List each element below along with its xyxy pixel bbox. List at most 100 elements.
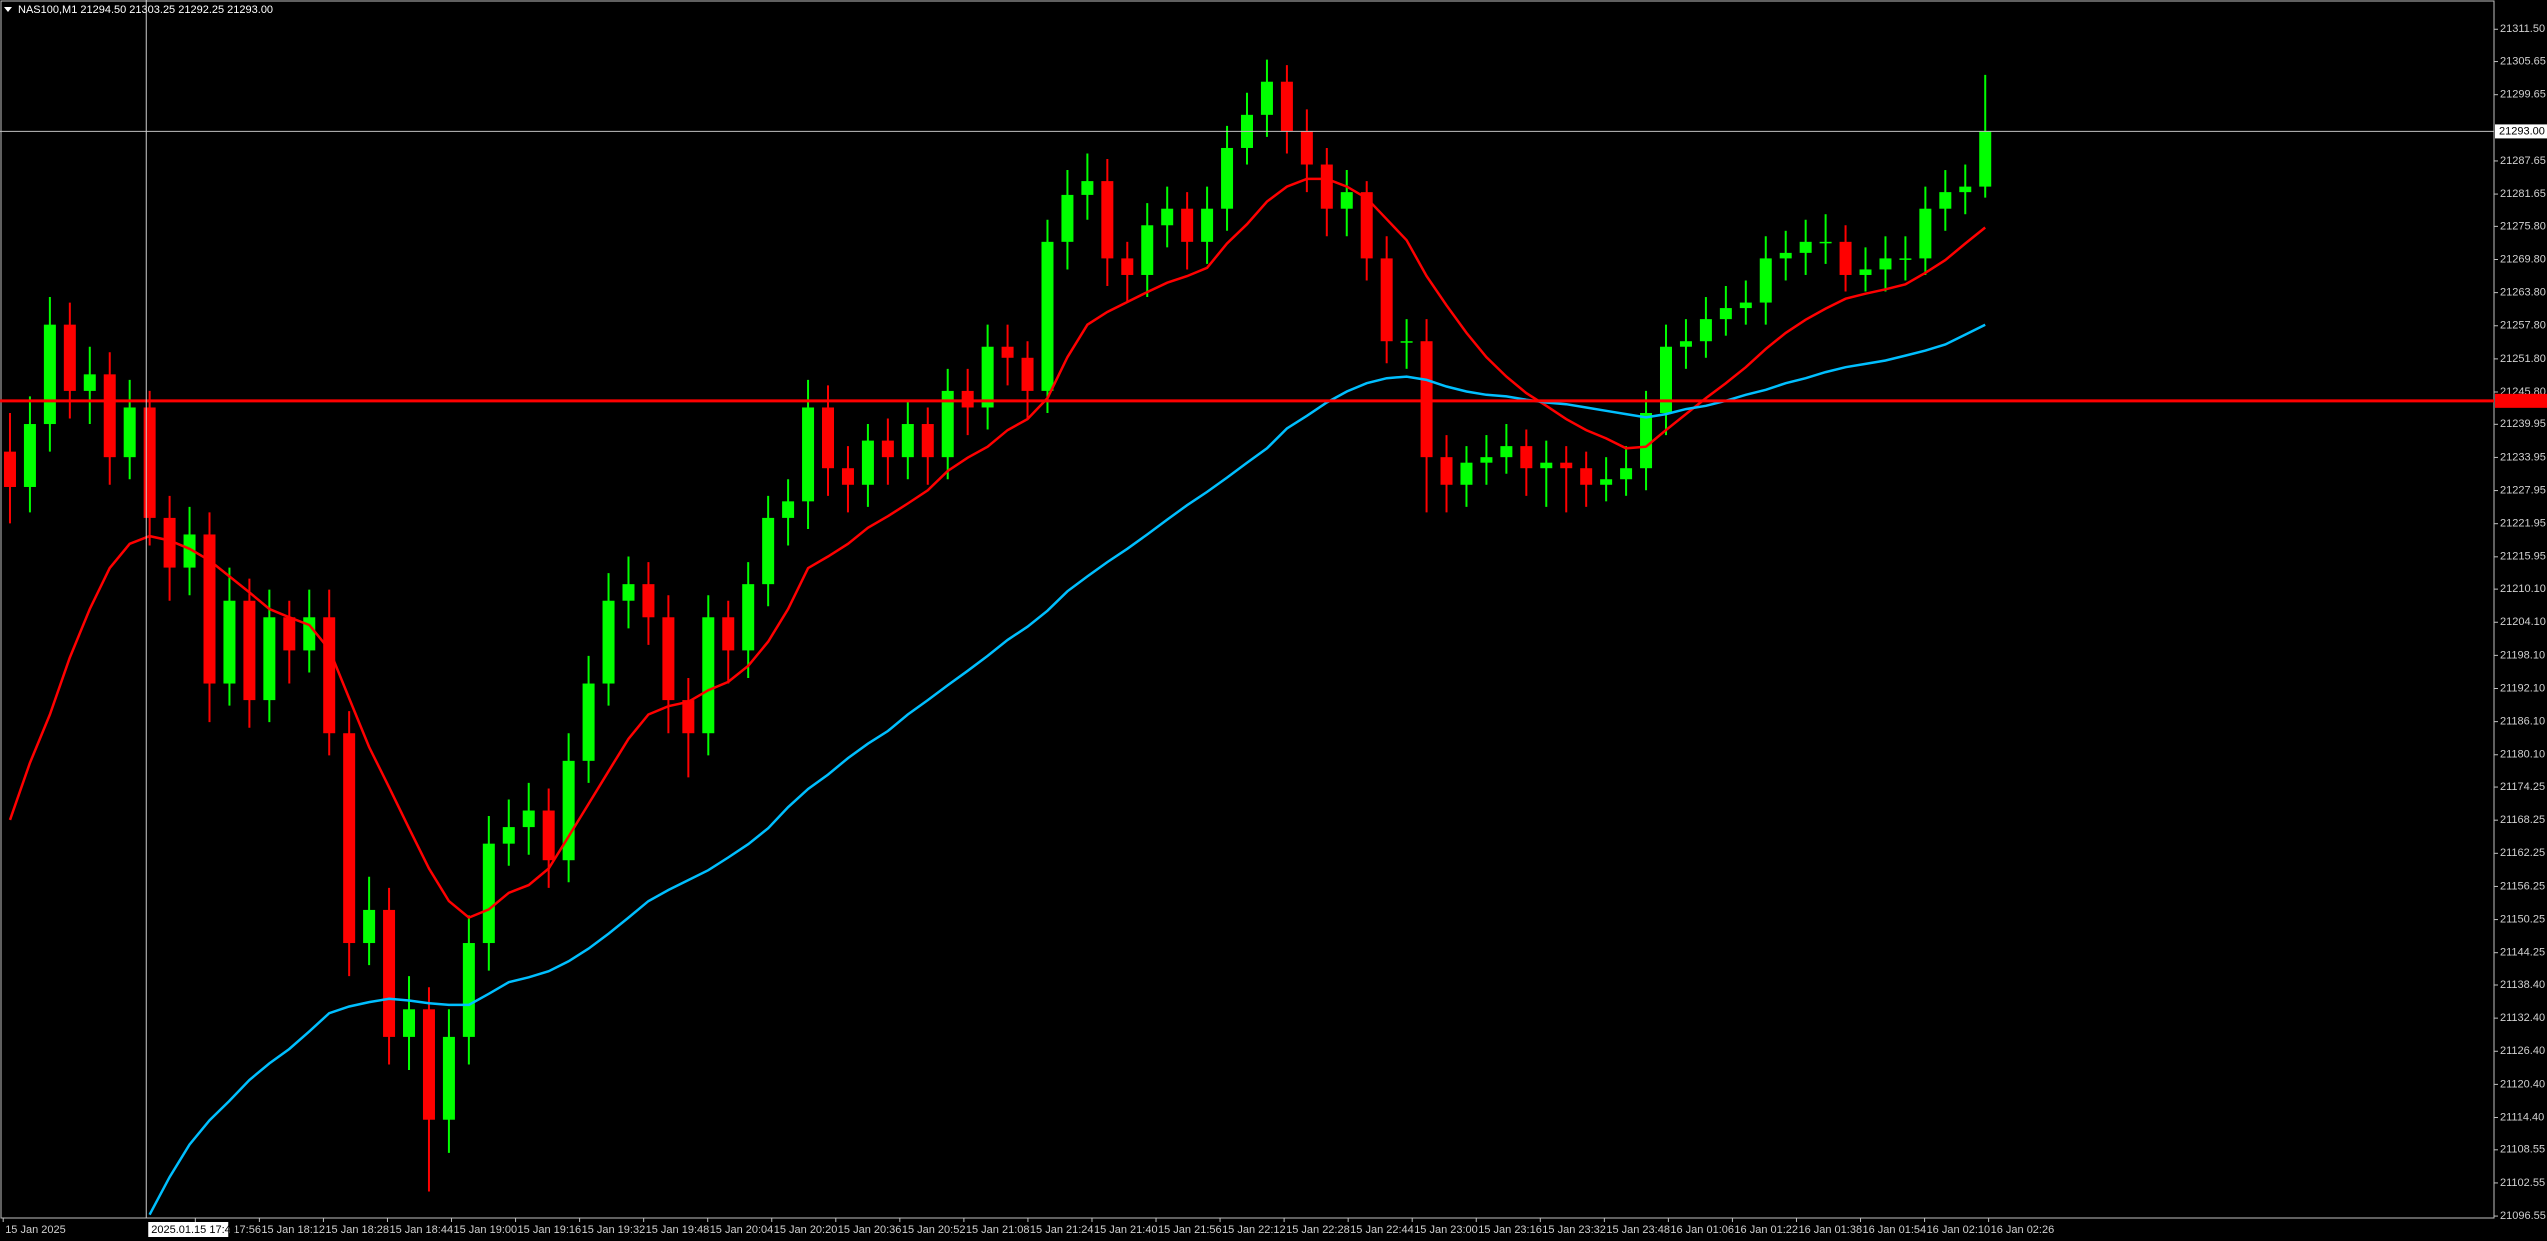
x-tick-label: 15 Jan 19:16 bbox=[518, 1224, 582, 1236]
candle-body bbox=[1779, 252, 1792, 259]
y-tick-label: 21210.10 bbox=[2500, 583, 2546, 595]
candle-body bbox=[1979, 131, 1992, 187]
candle-body bbox=[422, 1009, 435, 1120]
x-tick-label: 15 Jan 21:24 bbox=[1030, 1224, 1094, 1236]
candle-body bbox=[163, 517, 176, 568]
candle-body bbox=[243, 600, 256, 701]
x-tick-label: 16 Jan 01:06 bbox=[1670, 1224, 1734, 1236]
candle-body bbox=[83, 374, 96, 391]
y-tick-label: 21156.25 bbox=[2500, 880, 2545, 892]
x-tick-label: 16 Jan 02:10 bbox=[1927, 1224, 1991, 1236]
y-tick-label: 21299.65 bbox=[2500, 89, 2546, 101]
candle-body bbox=[1659, 346, 1672, 413]
x-tick-label: 16 Jan 01:54 bbox=[1863, 1224, 1927, 1236]
candle-body bbox=[901, 424, 914, 458]
x-tick-label: 15 Jan 23:16 bbox=[1478, 1224, 1542, 1236]
candle-body bbox=[582, 683, 595, 761]
candle-body bbox=[1201, 208, 1214, 242]
y-tick-label: 21305.65 bbox=[2500, 55, 2546, 67]
candle-body bbox=[522, 810, 535, 828]
x-tick-label: 15 Jan 22:44 bbox=[1350, 1224, 1414, 1236]
candle-body bbox=[1320, 164, 1333, 209]
x-tick-label: 15 Jan 18:28 bbox=[325, 1224, 389, 1236]
candle-body bbox=[762, 517, 775, 585]
x-tick-label: 16 Jan 01:22 bbox=[1734, 1224, 1798, 1236]
ma-line bbox=[8, 177, 1986, 920]
y-tick-label: 21132.40 bbox=[2500, 1012, 2545, 1024]
candle-body bbox=[203, 534, 216, 684]
candle-body bbox=[1560, 462, 1573, 469]
y-tick-label: 21186.10 bbox=[2500, 716, 2545, 728]
candle-body bbox=[861, 440, 874, 485]
candle-body bbox=[1620, 468, 1633, 480]
candle-body bbox=[602, 600, 615, 684]
candle-body bbox=[1380, 258, 1393, 342]
candle-body bbox=[1480, 457, 1493, 463]
x-tick-label: 15 Jan 22:12 bbox=[1222, 1224, 1286, 1236]
candle-body bbox=[303, 617, 316, 651]
candle-body bbox=[1001, 346, 1014, 358]
candle-body bbox=[622, 584, 635, 601]
candle-body bbox=[1460, 462, 1473, 485]
candle-body bbox=[1919, 208, 1932, 259]
y-tick-label: 21174.25 bbox=[2500, 781, 2545, 793]
candle-body bbox=[802, 407, 815, 502]
candle-body bbox=[1739, 302, 1752, 309]
candle-body bbox=[1081, 181, 1094, 195]
candle-body bbox=[403, 1009, 416, 1037]
y-tick-label: 21311.50 bbox=[2500, 23, 2545, 35]
x-tick-label: 16 Jan 02:26 bbox=[1991, 1224, 2055, 1236]
candle-body bbox=[263, 617, 276, 701]
candle-body bbox=[1540, 462, 1553, 469]
y-tick-label: 21108.55 bbox=[2500, 1144, 2545, 1156]
candle-body bbox=[1580, 468, 1593, 485]
y-tick-label: 21198.10 bbox=[2500, 649, 2545, 661]
x-tick-label: 15 Jan 20:36 bbox=[838, 1224, 902, 1236]
candle-body bbox=[1420, 341, 1433, 458]
y-tick-label: 21096.55 bbox=[2500, 1210, 2546, 1222]
y-tick-label: 21138.40 bbox=[2500, 979, 2545, 991]
x-tick-label: 15 Jan 19:32 bbox=[582, 1224, 646, 1236]
x-tick-label: 15 Jan 19:00 bbox=[454, 1224, 518, 1236]
x-tick-label: 15 Jan 18:44 bbox=[389, 1224, 453, 1236]
y-tick-label: 21257.80 bbox=[2500, 320, 2546, 332]
horizontal-line-tag bbox=[2495, 393, 2547, 408]
candle-body bbox=[1221, 147, 1234, 209]
candle-body bbox=[1959, 186, 1972, 193]
candle-body bbox=[223, 600, 236, 684]
y-tick-label: 21221.95 bbox=[2500, 518, 2546, 530]
y-tick-label: 21102.55 bbox=[2500, 1177, 2545, 1189]
candle-body bbox=[1600, 479, 1613, 485]
chart-title: NAS100,M1 21294.50 21303.25 21292.25 212… bbox=[18, 4, 273, 16]
x-tick-label: 15 Jan 22:28 bbox=[1286, 1224, 1350, 1236]
y-tick-label: 21162.25 bbox=[2500, 847, 2545, 859]
candle-body bbox=[921, 424, 934, 458]
y-tick-label: 21263.80 bbox=[2500, 287, 2546, 299]
y-tick-label: 21281.65 bbox=[2500, 188, 2546, 200]
candle-body bbox=[23, 424, 36, 487]
candle-body bbox=[1181, 208, 1194, 242]
candle-body bbox=[1899, 258, 1912, 260]
candle-body bbox=[462, 943, 475, 1037]
candle-body bbox=[881, 440, 894, 458]
y-tick-label: 21287.65 bbox=[2500, 155, 2546, 167]
candle-body bbox=[1440, 457, 1453, 485]
candle-body bbox=[1360, 192, 1373, 259]
candle-body bbox=[1839, 241, 1852, 275]
x-tick-label: 15 Jan 20:20 bbox=[774, 1224, 838, 1236]
candle-body bbox=[682, 700, 695, 734]
candle-body bbox=[1021, 357, 1034, 391]
x-tick-label: 15 Jan 20:04 bbox=[710, 1224, 774, 1236]
candle-body bbox=[502, 827, 515, 844]
candle-body bbox=[1939, 192, 1952, 209]
menu-triangle[interactable] bbox=[4, 7, 12, 12]
candle-body bbox=[1400, 341, 1413, 343]
candle-body bbox=[722, 617, 735, 651]
candle-body bbox=[1719, 308, 1732, 320]
x-tick-label: 15 Jan 19:48 bbox=[646, 1224, 710, 1236]
x-tick-label: 15 Jan 21:08 bbox=[966, 1224, 1030, 1236]
y-tick-label: 21126.40 bbox=[2500, 1045, 2545, 1057]
candle-body bbox=[1520, 446, 1533, 469]
x-tick-label: 15 Jan 23:48 bbox=[1606, 1224, 1670, 1236]
